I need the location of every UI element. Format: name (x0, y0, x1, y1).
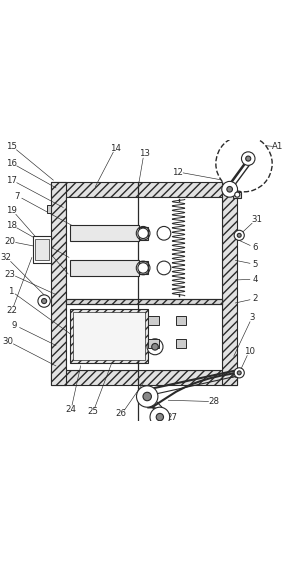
Text: 10: 10 (244, 347, 255, 356)
Text: A1: A1 (272, 142, 284, 151)
Circle shape (237, 371, 241, 375)
Text: 28: 28 (208, 397, 219, 406)
Bar (70, 260, 139, 276)
Text: 6: 6 (253, 243, 258, 252)
Circle shape (216, 136, 272, 192)
Circle shape (157, 261, 171, 275)
Text: 30: 30 (3, 337, 14, 346)
Circle shape (42, 298, 47, 304)
Circle shape (235, 192, 240, 197)
Circle shape (241, 152, 255, 165)
Text: 23: 23 (5, 270, 16, 279)
Circle shape (38, 295, 50, 307)
Circle shape (152, 343, 158, 350)
Bar (139, 261, 148, 274)
Text: 5: 5 (253, 260, 258, 269)
Text: 16: 16 (6, 159, 17, 168)
Circle shape (150, 407, 170, 427)
Circle shape (234, 368, 244, 378)
Bar (66, 298, 222, 304)
Bar (222, 182, 237, 385)
Circle shape (138, 228, 148, 238)
Text: 14: 14 (110, 144, 121, 153)
Text: 19: 19 (6, 206, 17, 215)
Text: 7: 7 (14, 191, 20, 200)
Text: 18: 18 (6, 221, 17, 230)
Bar (70, 309, 148, 363)
Circle shape (237, 233, 241, 237)
Text: 26: 26 (115, 410, 127, 419)
Circle shape (227, 186, 233, 192)
Bar (66, 196, 222, 370)
Text: 22: 22 (6, 306, 17, 315)
Circle shape (157, 227, 171, 240)
Text: 13: 13 (139, 149, 150, 158)
Text: 24: 24 (65, 405, 76, 414)
Circle shape (222, 181, 237, 197)
Circle shape (147, 339, 163, 355)
Circle shape (138, 263, 148, 273)
Text: 27: 27 (166, 413, 177, 422)
Bar (51, 182, 237, 196)
Text: 15: 15 (6, 142, 17, 151)
Circle shape (246, 156, 251, 161)
Bar (47, 205, 51, 213)
Bar (33, 236, 51, 263)
Bar (70, 225, 139, 241)
Text: 1: 1 (8, 287, 13, 296)
Text: 21: 21 (228, 371, 239, 380)
Circle shape (234, 230, 244, 241)
Bar (148, 316, 159, 325)
Bar (51, 370, 237, 385)
Bar (233, 191, 241, 197)
Circle shape (143, 392, 151, 401)
Circle shape (137, 386, 158, 407)
Text: 3: 3 (250, 313, 255, 322)
Bar (74, 312, 145, 360)
Bar (176, 316, 186, 325)
Text: 12: 12 (172, 168, 183, 177)
Text: 9: 9 (12, 321, 17, 330)
Bar (176, 339, 186, 348)
Text: 17: 17 (6, 176, 17, 185)
Text: 25: 25 (87, 407, 98, 416)
Circle shape (156, 413, 164, 421)
Bar (148, 339, 159, 348)
Text: 32: 32 (1, 254, 12, 263)
Text: 2: 2 (253, 295, 258, 304)
Text: 31: 31 (251, 215, 262, 224)
Bar (139, 227, 148, 240)
Text: 4: 4 (253, 274, 258, 284)
Bar (35, 239, 49, 260)
Bar (51, 182, 66, 385)
Text: 20: 20 (5, 237, 16, 246)
